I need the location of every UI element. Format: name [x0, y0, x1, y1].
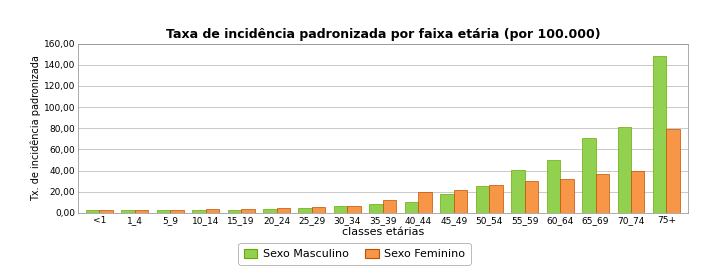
Bar — [476, 186, 489, 213]
Bar — [618, 127, 631, 213]
Title: Taxa de incidência padronizada por faixa etária (por 100.000): Taxa de incidência padronizada por faixa… — [165, 28, 601, 41]
Bar — [653, 57, 666, 213]
Y-axis label: Tx. de incidência padronizada: Tx. de incidência padronizada — [30, 55, 41, 201]
Bar — [277, 208, 290, 213]
Bar — [631, 171, 644, 213]
Bar — [405, 202, 418, 213]
Legend: Sexo Masculino, Sexo Feminino: Sexo Masculino, Sexo Feminino — [238, 243, 471, 265]
Bar — [312, 207, 325, 213]
Bar — [547, 160, 560, 213]
Bar — [334, 206, 347, 213]
Bar — [86, 210, 99, 213]
Bar — [347, 206, 361, 213]
Bar — [206, 209, 219, 213]
Bar — [369, 204, 383, 213]
Bar — [666, 129, 680, 213]
Bar — [525, 181, 538, 213]
Bar — [99, 210, 113, 213]
Bar — [263, 209, 277, 213]
Bar — [228, 210, 241, 213]
Bar — [418, 192, 432, 213]
Bar — [298, 208, 312, 213]
Bar — [121, 210, 135, 213]
Bar — [157, 210, 170, 213]
Bar — [596, 174, 609, 213]
Bar — [241, 209, 255, 213]
X-axis label: classes etárias: classes etárias — [342, 227, 424, 238]
Bar — [135, 210, 148, 213]
Bar — [560, 179, 574, 213]
Bar — [440, 194, 454, 213]
Bar — [383, 200, 396, 213]
Bar — [489, 185, 503, 213]
Bar — [170, 210, 184, 213]
Bar — [454, 190, 467, 213]
Bar — [511, 170, 525, 213]
Bar — [582, 138, 596, 213]
Bar — [192, 210, 206, 213]
